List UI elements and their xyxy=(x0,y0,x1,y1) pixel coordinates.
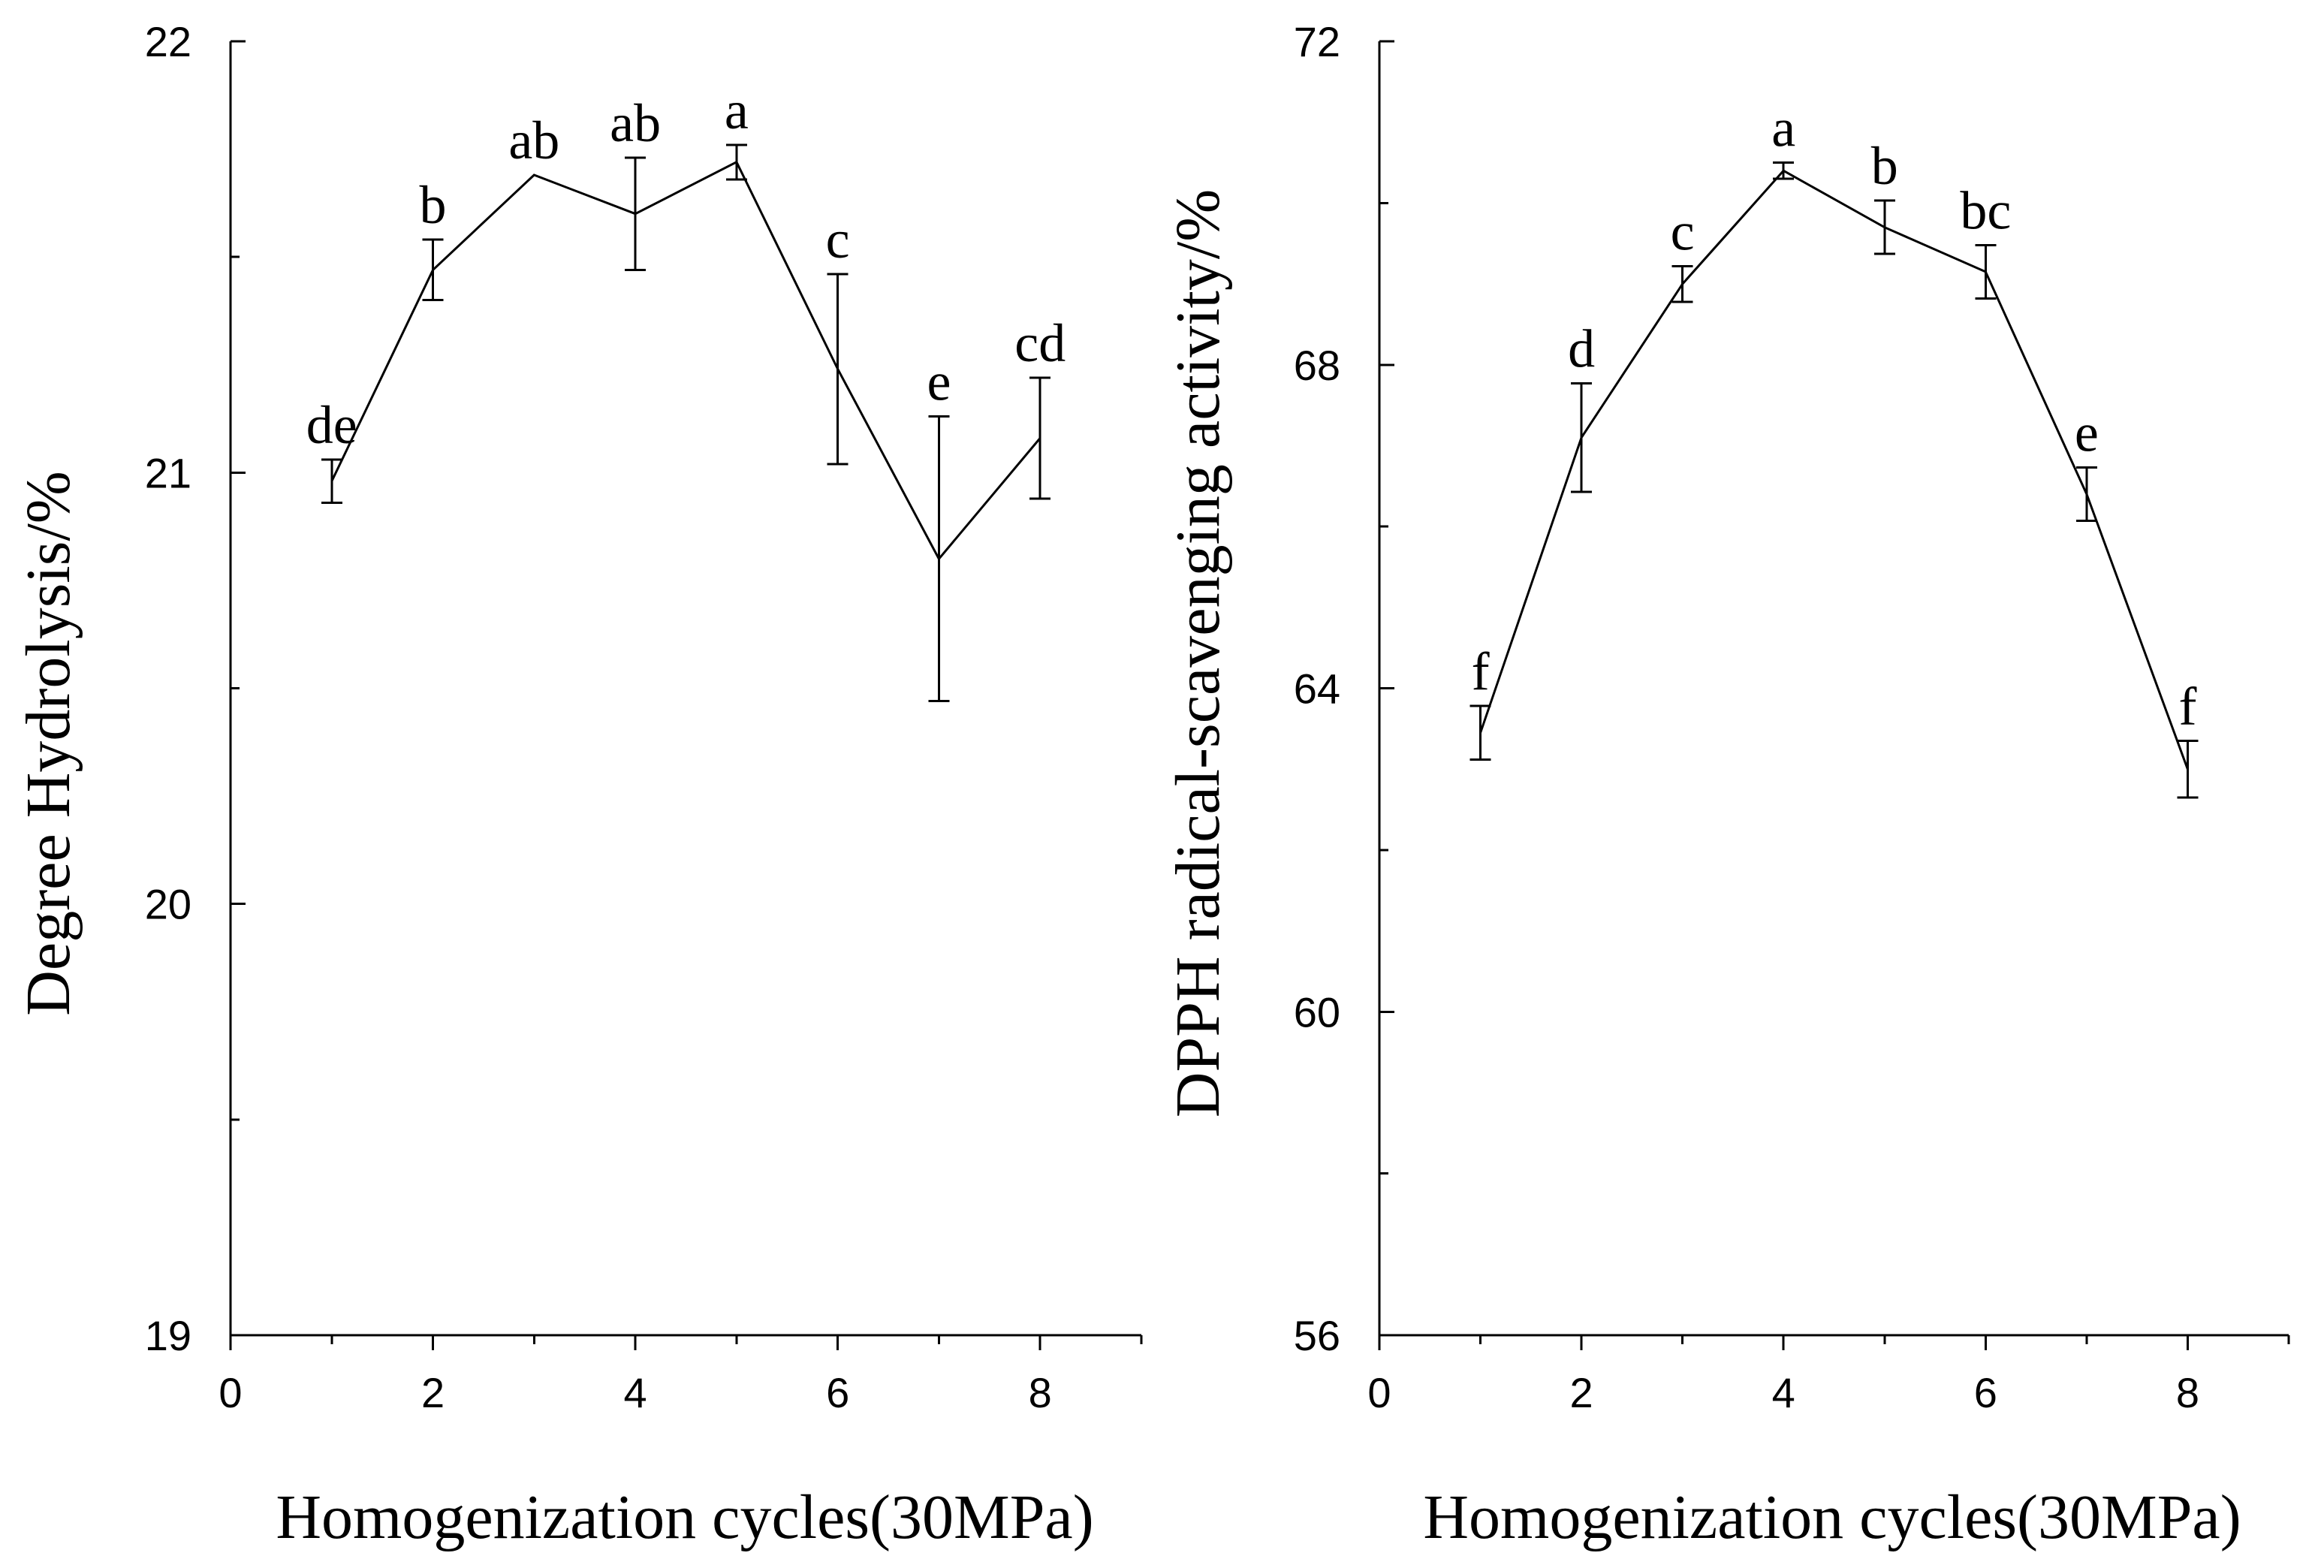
significance-label: bc xyxy=(1960,180,2011,240)
significance-label: b xyxy=(1871,136,1898,196)
error-bar xyxy=(1873,199,1895,255)
error-bar xyxy=(1029,376,1051,500)
x-tick-label: 8 xyxy=(2176,1369,2199,1416)
significance-label: a xyxy=(725,80,749,140)
error-bar xyxy=(422,238,444,302)
significance-label: cd xyxy=(1014,313,1066,373)
y-axis-label: Degree Hydrolysis/% xyxy=(14,471,83,1015)
significance-label: d xyxy=(1568,319,1595,379)
error-bar xyxy=(1975,243,1997,300)
x-tick-label: 0 xyxy=(1367,1369,1391,1416)
significance-label: e xyxy=(2075,403,2099,463)
significance-label: b xyxy=(420,175,447,235)
y-tick-label: 72 xyxy=(1294,18,1340,65)
y-tick-label: 60 xyxy=(1294,988,1340,1036)
chart-panel-degree-hydrolysis: Degree Hydrolysis/% Homogenization cycle… xyxy=(14,18,1143,1552)
significance-label: ab xyxy=(610,93,661,153)
x-tick-label: 6 xyxy=(1974,1369,1997,1416)
y-tick-label: 22 xyxy=(145,18,191,65)
error-bar xyxy=(1671,264,1693,303)
chart-panel-dpph-activity: DPPH radical-scavenging activity/% Homog… xyxy=(1163,18,2290,1552)
error-bar xyxy=(725,143,747,181)
significance-label: a xyxy=(1771,98,1795,158)
error-bar xyxy=(625,156,647,271)
y-tick-label: 68 xyxy=(1294,342,1340,389)
y-tick-label: 21 xyxy=(145,449,191,496)
x-tick-label: 2 xyxy=(1570,1369,1593,1416)
significance-label: f xyxy=(2178,676,2196,736)
y-tick-label: 56 xyxy=(1294,1312,1340,1359)
y-tick-label: 64 xyxy=(1294,665,1340,713)
significance-label: f xyxy=(1472,641,1490,701)
y-tick-label: 20 xyxy=(145,881,191,928)
significance-label: de xyxy=(306,395,357,455)
x-tick-label: 6 xyxy=(826,1369,849,1416)
x-tick-label: 0 xyxy=(219,1369,242,1416)
series-line xyxy=(330,160,1041,561)
error-bar xyxy=(1773,161,1795,180)
error-bar xyxy=(928,415,950,703)
error-bar xyxy=(1571,382,1593,493)
x-axis-label: Homogenization cycles(30MPa) xyxy=(1423,1482,2241,1552)
error-bar xyxy=(2177,739,2199,799)
x-axis-label: Homogenization cycles(30MPa) xyxy=(276,1482,1093,1552)
x-tick-label: 4 xyxy=(624,1369,647,1416)
significance-label: ab xyxy=(508,110,559,170)
significance-label: e xyxy=(927,352,951,412)
x-tick-label: 8 xyxy=(1029,1369,1052,1416)
y-tick-label: 19 xyxy=(145,1312,191,1359)
error-bar xyxy=(827,273,849,466)
y-axis-label: DPPH radical-scavenging activity/% xyxy=(1163,189,1233,1117)
error-bar xyxy=(1469,704,1491,761)
significance-label: c xyxy=(826,210,850,270)
x-tick-label: 4 xyxy=(1772,1369,1795,1416)
x-tick-label: 2 xyxy=(421,1369,445,1416)
significance-label: c xyxy=(1671,201,1695,261)
error-bar xyxy=(2075,466,2097,523)
series-line xyxy=(1479,169,2189,770)
error-bar xyxy=(321,458,342,505)
